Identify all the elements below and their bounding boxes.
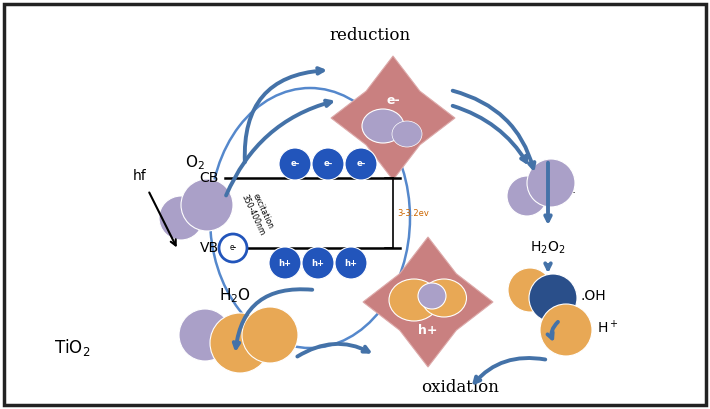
Ellipse shape xyxy=(392,121,422,147)
Text: VB: VB xyxy=(200,241,219,255)
Circle shape xyxy=(345,148,377,180)
Text: e-: e- xyxy=(290,160,300,169)
Circle shape xyxy=(312,148,344,180)
Text: h+: h+ xyxy=(312,258,324,267)
Text: oxidation: oxidation xyxy=(421,380,499,396)
Circle shape xyxy=(540,304,592,356)
Text: 3-3.2ev: 3-3.2ev xyxy=(397,209,429,218)
Text: H$_2$O$_2$: H$_2$O$_2$ xyxy=(530,240,566,256)
Text: e-: e- xyxy=(229,243,236,252)
Text: TiO$_2$: TiO$_2$ xyxy=(54,337,90,359)
Circle shape xyxy=(279,148,311,180)
Text: h+: h+ xyxy=(278,258,292,267)
Circle shape xyxy=(302,247,334,279)
Circle shape xyxy=(179,309,231,361)
Circle shape xyxy=(269,247,301,279)
Text: .OH: .OH xyxy=(580,289,606,303)
Polygon shape xyxy=(363,237,493,367)
Text: e-: e- xyxy=(386,94,400,106)
Text: e-: e- xyxy=(323,160,333,169)
Ellipse shape xyxy=(418,283,446,309)
Circle shape xyxy=(529,274,577,322)
Circle shape xyxy=(159,196,203,240)
Text: O$_2$: O$_2$ xyxy=(185,153,205,172)
Text: reduction: reduction xyxy=(329,27,410,43)
Circle shape xyxy=(242,307,298,363)
Text: CB: CB xyxy=(200,171,219,185)
Circle shape xyxy=(210,313,270,373)
Text: H$_2$O: H$_2$O xyxy=(219,286,251,305)
Circle shape xyxy=(507,176,547,216)
Text: h+: h+ xyxy=(418,324,438,337)
Text: hf: hf xyxy=(133,169,147,183)
Circle shape xyxy=(181,179,233,231)
Text: e-: e- xyxy=(563,186,575,198)
Text: e-: e- xyxy=(356,160,366,169)
Text: excitation
350-400nm: excitation 350-400nm xyxy=(240,189,276,237)
Ellipse shape xyxy=(389,279,439,321)
Text: h+: h+ xyxy=(344,258,358,267)
Circle shape xyxy=(219,234,247,262)
Circle shape xyxy=(508,268,552,312)
Circle shape xyxy=(527,159,575,207)
Ellipse shape xyxy=(362,109,404,143)
Ellipse shape xyxy=(422,279,466,317)
Polygon shape xyxy=(331,56,455,180)
Circle shape xyxy=(335,247,367,279)
Text: H$^+$: H$^+$ xyxy=(597,319,618,337)
